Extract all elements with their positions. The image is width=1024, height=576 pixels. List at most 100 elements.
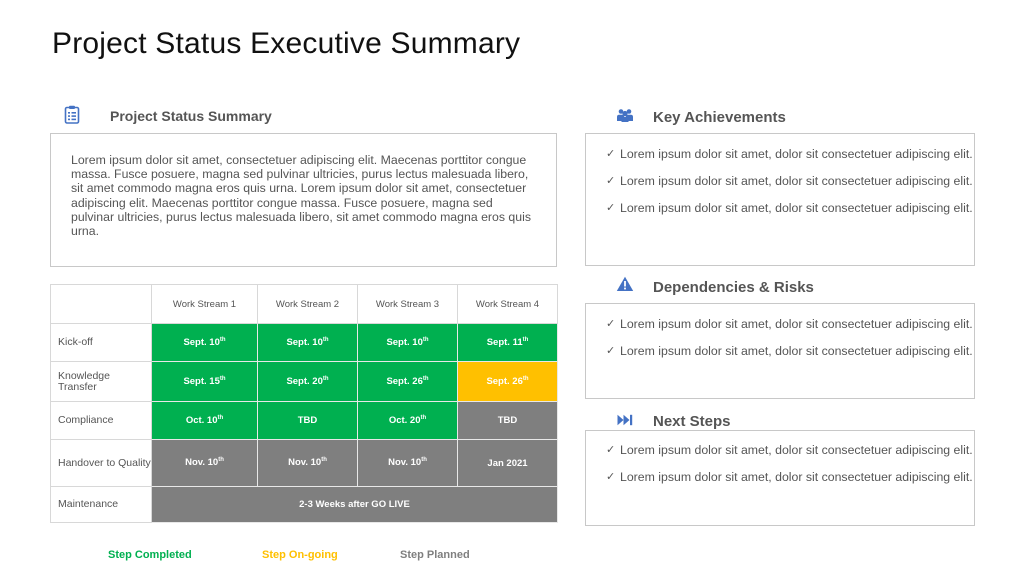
status-cell: TBD xyxy=(457,401,558,440)
ordinal-suffix: th xyxy=(422,375,429,382)
column-header: Work Stream 3 xyxy=(357,284,458,324)
status-cell-text: Sept. 26 xyxy=(486,376,523,388)
checkmark-icon: ✓ xyxy=(606,175,616,187)
status-cell-text: TBD xyxy=(497,415,518,426)
bullet-item: ✓ Lorem ipsum dolor sit amet, dolor sit c… xyxy=(606,470,974,484)
page-title: Project Status Executive Summary xyxy=(52,27,521,60)
status-cell-text: TBD xyxy=(297,415,318,426)
ordinal-suffix: th xyxy=(217,414,224,421)
bullet-item: ✓ Lorem ipsum dolor sit amet, dolor sit c… xyxy=(606,147,974,161)
row-label: Knowledge Transfer xyxy=(50,361,152,402)
status-cell: Sept. 10th xyxy=(357,323,458,362)
status-cell-text: Jan 2021 xyxy=(487,457,528,469)
ordinal-suffix: th xyxy=(322,375,329,382)
legend-planned: Step Planned xyxy=(400,549,470,561)
status-cell-text: Sept. 15 xyxy=(183,376,220,388)
ordinal-suffix: th xyxy=(218,457,224,464)
bullet-text: Lorem ipsum dolor sit amet, dolor sit co… xyxy=(620,147,973,161)
status-cell-text: Oct. 20 xyxy=(388,415,421,427)
status-cell: Oct. 10th xyxy=(151,401,258,440)
achievements-heading: Key Achievements xyxy=(653,109,786,126)
status-cell-text: 2-3 Weeks after GO LIVE xyxy=(299,499,410,510)
legend-completed: Step Completed xyxy=(108,549,192,561)
risks-box: ✓ Lorem ipsum dolor sit amet, dolor sit c… xyxy=(585,303,975,399)
summary-text: Lorem ipsum dolor sit amet, consectetuer… xyxy=(71,153,531,239)
status-cell-text: Nov. 10 xyxy=(388,457,422,469)
bullet-item: ✓ Lorem ipsum dolor sit amet, dolor sit c… xyxy=(606,443,974,457)
status-cell: Nov. 10th xyxy=(151,439,258,487)
status-cell-text: Nov. 10 xyxy=(288,457,322,469)
status-table: Work Stream 1 Work Stream 2 Work Stream … xyxy=(50,284,558,523)
checkmark-icon: ✓ xyxy=(606,444,616,456)
checkmark-icon: ✓ xyxy=(606,202,616,214)
status-cell-text: Sept. 26 xyxy=(386,376,423,388)
row-label: Handover to Quality xyxy=(50,439,152,487)
bullet-text: Lorem ipsum dolor sit amet, dolor sit co… xyxy=(620,344,973,358)
achievements-box: ✓ Lorem ipsum dolor sit amet, dolor sit c… xyxy=(585,133,975,266)
bullet-item: ✓ Lorem ipsum dolor sit amet, dolor sit c… xyxy=(606,201,974,215)
ordinal-suffix: th xyxy=(421,457,427,464)
status-cell-text: Oct. 10 xyxy=(185,415,218,427)
clipboard-icon xyxy=(64,105,80,124)
column-header: Work Stream 4 xyxy=(457,284,558,324)
bullet-text: Lorem ipsum dolor sit amet, dolor sit co… xyxy=(620,443,973,457)
status-cell: TBD xyxy=(257,401,358,440)
status-cell: 2-3 Weeks after GO LIVE xyxy=(151,486,558,523)
checkmark-icon: ✓ xyxy=(606,318,616,330)
ordinal-suffix: th xyxy=(422,336,429,343)
table-row: Kick-off Sept. 10th Sept. 10th Sept. 10th Se… xyxy=(50,323,558,362)
legend-ongoing: Step On-going xyxy=(262,549,338,561)
bullet-item: ✓ Lorem ipsum dolor sit amet, dolor sit c… xyxy=(606,317,974,331)
column-header: Work Stream 1 xyxy=(151,284,258,324)
status-cell: Jan 2021 xyxy=(457,439,558,487)
bullet-text: Lorem ipsum dolor sit amet, dolor sit co… xyxy=(620,174,973,188)
ordinal-suffix: th xyxy=(322,336,329,343)
status-cell: Sept. 10th xyxy=(257,323,358,362)
status-cell-text: Sept. 10 xyxy=(386,337,423,349)
table-row: Handover to Quality Nov. 10th Nov. 10th Nov… xyxy=(50,439,558,487)
status-cell-text: Sept. 11 xyxy=(486,337,523,349)
status-cell: Nov. 10th xyxy=(357,439,458,487)
status-cell-text: Nov. 10 xyxy=(185,457,219,469)
status-cell-text: Sept. 10 xyxy=(286,337,323,349)
table-header-row: Work Stream 1 Work Stream 2 Work Stream … xyxy=(50,284,558,324)
table-row: Compliance Oct. 10th TBD Oct. 20th TBD xyxy=(50,401,558,440)
summary-heading: Project Status Summary xyxy=(110,108,272,124)
next-steps-heading: Next Steps xyxy=(653,413,731,430)
fast-forward-icon xyxy=(617,414,633,426)
status-cell: Sept. 26th xyxy=(357,361,458,402)
status-cell-text: Sept. 20 xyxy=(286,376,323,388)
people-icon xyxy=(617,109,633,122)
status-cell: Sept. 26th xyxy=(457,361,558,402)
row-label: Maintenance xyxy=(50,486,152,523)
summary-text-box: Lorem ipsum dolor sit amet, consectetuer… xyxy=(50,133,557,267)
bullet-text: Lorem ipsum dolor sit amet, dolor sit co… xyxy=(620,470,973,484)
table-row: Knowledge Transfer Sept. 15th Sept. 20th Se… xyxy=(50,361,558,402)
status-cell: Sept. 15th xyxy=(151,361,258,402)
status-cell: Sept. 10th xyxy=(151,323,258,362)
table-row: Maintenance 2-3 Weeks after GO LIVE xyxy=(50,486,558,523)
ordinal-suffix: th xyxy=(219,336,226,343)
status-cell: Oct. 20th xyxy=(357,401,458,440)
ordinal-suffix: th xyxy=(522,336,529,343)
risks-heading: Dependencies & Risks xyxy=(653,279,814,296)
checkmark-icon: ✓ xyxy=(606,345,616,357)
column-header: Work Stream 2 xyxy=(257,284,358,324)
row-label: Compliance xyxy=(50,401,152,440)
table-corner-cell xyxy=(50,284,152,324)
next-steps-box: ✓ Lorem ipsum dolor sit amet, dolor sit c… xyxy=(585,430,975,526)
checkmark-icon: ✓ xyxy=(606,148,616,160)
ordinal-suffix: th xyxy=(321,457,327,464)
ordinal-suffix: th xyxy=(219,375,226,382)
ordinal-suffix: th xyxy=(522,375,529,382)
warning-icon xyxy=(616,276,634,291)
checkmark-icon: ✓ xyxy=(606,471,616,483)
status-cell-text: Sept. 10 xyxy=(183,337,220,349)
status-cell: Nov. 10th xyxy=(257,439,358,487)
bullet-text: Lorem ipsum dolor sit amet, dolor sit co… xyxy=(620,201,973,215)
bullet-item: ✓ Lorem ipsum dolor sit amet, dolor sit c… xyxy=(606,344,974,358)
row-label: Kick-off xyxy=(50,323,152,362)
bullet-text: Lorem ipsum dolor sit amet, dolor sit co… xyxy=(620,317,973,331)
status-cell: Sept. 11th xyxy=(457,323,558,362)
status-cell: Sept. 20th xyxy=(257,361,358,402)
